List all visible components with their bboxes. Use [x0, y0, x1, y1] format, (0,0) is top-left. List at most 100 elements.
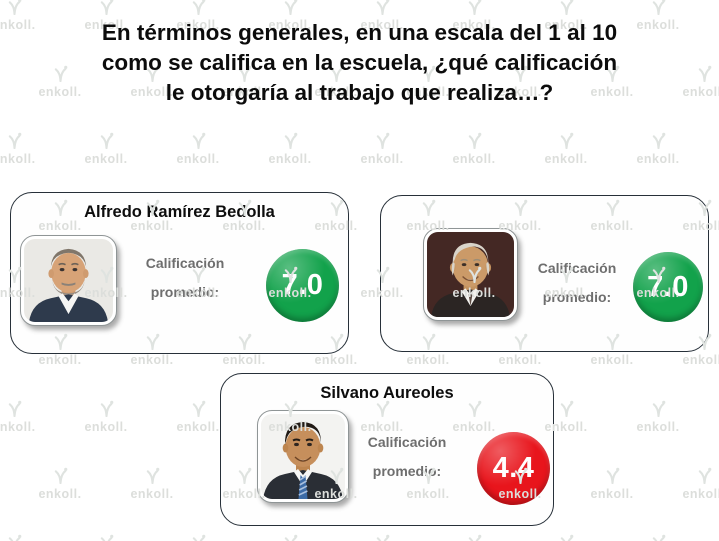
score-label: Calificación promedio:	[337, 428, 477, 486]
watermark-text: enkoll.	[0, 18, 36, 32]
watermark-tile: enkoll.	[122, 467, 182, 501]
watermark-tile: enkoll.	[582, 467, 642, 501]
watermark-tile: enkoll.	[444, 132, 504, 166]
watermark-text: enkoll.	[268, 152, 312, 166]
enkoll-logo-icon	[468, 132, 481, 149]
watermark-tile: enkoll.	[30, 467, 90, 501]
card-name: Silvano Aureoles	[320, 384, 454, 402]
enkoll-logo-icon	[192, 132, 205, 149]
question-title-line1: En términos generales, en una escala del…	[101, 20, 618, 45]
watermark-tile: enkoll.	[0, 0, 44, 32]
enkoll-logo-icon	[284, 0, 297, 15]
watermark-text: enkoll.	[360, 152, 404, 166]
watermark-text: enkoll.	[452, 152, 496, 166]
watermark-text: enkoll.	[314, 353, 358, 367]
watermark-text: enkoll.	[84, 420, 128, 434]
score-badge: 4.4	[477, 432, 550, 505]
card-aureoles: Silvano Aureoles Cali	[220, 373, 554, 526]
enkoll-logo-icon	[100, 534, 113, 541]
watermark-tile: enkoll.	[674, 467, 719, 501]
watermark-text: enkoll.	[0, 420, 36, 434]
enkoll-logo-icon	[376, 132, 389, 149]
score-value: 7.0	[647, 270, 689, 303]
watermark-text: enkoll.	[682, 353, 719, 367]
enkoll-logo-icon	[192, 400, 205, 417]
alfredo-ramirez-bedolla-photo	[20, 235, 117, 326]
enkoll-logo-icon	[8, 0, 21, 15]
question-title: En términos generales, en una escala del…	[40, 18, 680, 108]
watermark-text: enkoll.	[130, 353, 174, 367]
enkoll-logo-icon	[468, 0, 481, 15]
watermark-tile: enkoll.	[168, 132, 228, 166]
score-badge: 7.0	[633, 252, 703, 322]
watermark-tile: enkoll.	[76, 132, 136, 166]
watermark-text: enkoll.	[636, 420, 680, 434]
watermark-tile: enkoll.	[444, 534, 504, 541]
watermark-text: enkoll.	[176, 152, 220, 166]
watermark-tile: enkoll.	[628, 534, 688, 541]
score-label-line1: Calificación	[367, 434, 447, 450]
enkoll-logo-icon	[698, 467, 711, 484]
enkoll-logo-icon	[8, 534, 21, 541]
enkoll-logo-icon	[376, 0, 389, 15]
watermark-text: enkoll.	[682, 487, 719, 501]
score-badge: 7.0	[266, 249, 339, 322]
watermark-tile: enkoll.	[628, 132, 688, 166]
enkoll-logo-icon	[8, 400, 21, 417]
watermark-text: enkoll.	[498, 353, 542, 367]
watermark-tile: enkoll.	[674, 65, 719, 99]
score-label-line1: Calificación	[537, 260, 617, 276]
enkoll-logo-icon	[192, 0, 205, 15]
enkoll-logo-icon	[560, 534, 573, 541]
watermark-text: enkoll.	[544, 152, 588, 166]
watermark-tile: enkoll.	[352, 132, 412, 166]
watermark-tile: enkoll.	[168, 534, 228, 541]
score-label: Calificación promedio:	[507, 254, 647, 312]
card-name: Alfredo Ramírez Bedolla	[84, 203, 275, 221]
score-value: 4.4	[492, 452, 535, 484]
watermark-text: enkoll.	[222, 353, 266, 367]
watermark-tile: enkoll.	[628, 400, 688, 434]
watermark-tile: enkoll.	[352, 534, 412, 541]
silvano-aureoles-photo	[257, 410, 349, 503]
enkoll-logo-icon	[698, 65, 711, 82]
watermark-text: enkoll.	[176, 420, 220, 434]
enkoll-logo-icon	[652, 534, 665, 541]
watermark-text: enkoll.	[38, 487, 82, 501]
enkoll-logo-icon	[376, 534, 389, 541]
enkoll-logo-icon	[100, 132, 113, 149]
card-lopez-obrador: Calificación promedio: 7.0	[380, 195, 709, 352]
watermark-text: enkoll.	[0, 152, 36, 166]
watermark-text: enkoll.	[590, 353, 634, 367]
enkoll-logo-icon	[560, 132, 573, 149]
score-label-line1: Calificación	[145, 255, 225, 271]
enkoll-logo-icon	[100, 400, 113, 417]
enkoll-logo-icon	[284, 534, 297, 541]
watermark-tile: enkoll.	[0, 534, 44, 541]
score-label-line2: promedio:	[150, 284, 220, 300]
watermark-tile: enkoll.	[168, 400, 228, 434]
watermark-tile: enkoll.	[260, 534, 320, 541]
watermark-tile: enkoll.	[536, 132, 596, 166]
enkoll-logo-icon	[560, 0, 573, 15]
question-title-line3: le otorgaría al trabajo que realiza…?	[165, 80, 554, 105]
watermark-text: enkoll.	[38, 353, 82, 367]
watermark-tile: enkoll.	[0, 132, 44, 166]
score-label-line2: promedio:	[372, 463, 442, 479]
score-value: 7.0	[281, 269, 324, 301]
enkoll-logo-icon	[8, 132, 21, 149]
enkoll-logo-icon	[652, 0, 665, 15]
watermark-text: enkoll.	[636, 152, 680, 166]
enkoll-logo-icon	[192, 534, 205, 541]
lopez-obrador-photo	[423, 228, 518, 321]
enkoll-logo-icon	[560, 400, 573, 417]
enkoll-logo-icon	[652, 132, 665, 149]
enkoll-logo-icon	[468, 534, 481, 541]
enkoll-logo-icon	[146, 467, 159, 484]
watermark-tile: enkoll.	[536, 534, 596, 541]
watermark-text: enkoll.	[130, 487, 174, 501]
question-title-line2: como se califica en la escuela, ¿qué cal…	[101, 50, 618, 75]
watermark-text: enkoll.	[406, 353, 450, 367]
enkoll-logo-icon	[284, 132, 297, 149]
watermark-tile: enkoll.	[0, 400, 44, 434]
